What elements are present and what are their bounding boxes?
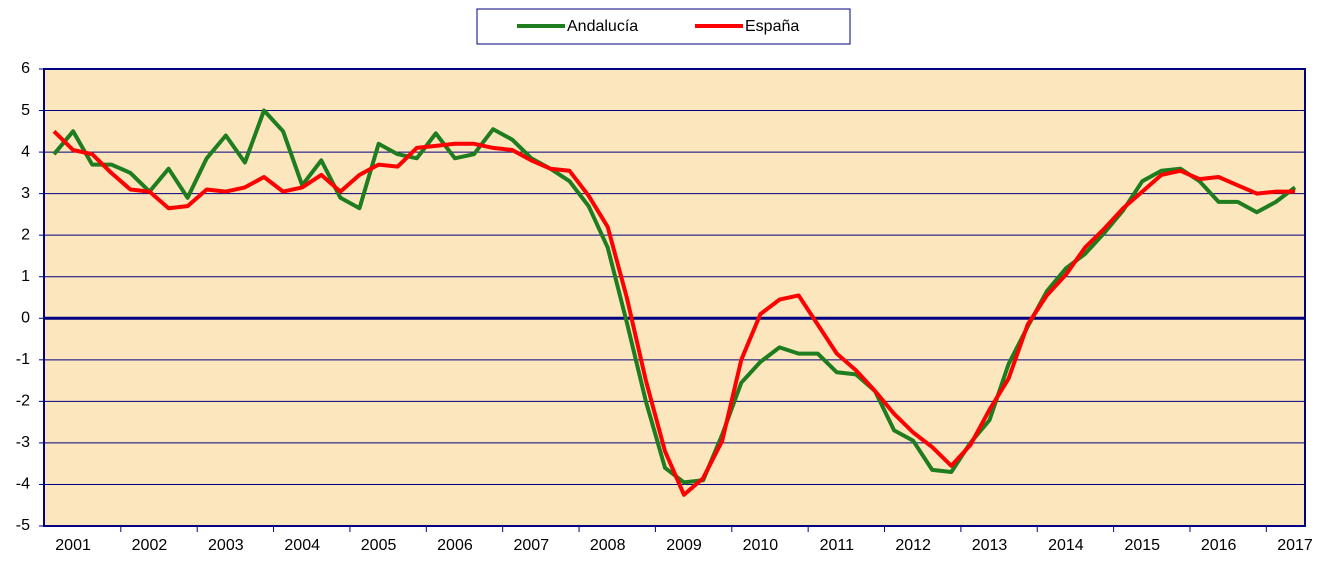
x-tick-label: 2011 [820,537,855,554]
x-tick-label: 2006 [437,537,473,554]
y-tick-label: 5 [21,102,30,119]
legend-label: España [745,18,799,35]
line-series [52,129,1295,497]
y-tick-label: -5 [16,517,30,534]
x-tick-label: 2015 [1124,537,1160,554]
x-tick-label: 2009 [666,537,702,554]
lines [52,108,1297,497]
grid [39,68,1305,532]
x-tick-label: 2014 [1048,537,1084,554]
y-tick-label: -2 [16,393,30,410]
legend-label: Andalucía [567,18,638,35]
legend-entries: Andalucía España [517,18,799,35]
y-tick-label: -3 [16,434,30,451]
x-tick-label: 2007 [514,537,550,554]
x-tick-label: 2005 [361,537,397,554]
y-tick-label: -1 [16,351,30,368]
y-tick-label: 3 [21,185,30,202]
x-tick-label: 2017 [1277,537,1313,554]
y-tick-label: 1 [21,268,30,285]
y-tick-label: 2 [21,226,30,243]
x-tick-label: 2016 [1201,537,1237,554]
y-tick-label: 6 [21,60,30,77]
x-tick-label: 2004 [284,537,320,554]
x-tick-label: 2008 [590,537,626,554]
x-tick-label: 2013 [972,537,1008,554]
x-tick-label: 2001 [55,537,91,554]
x-tick-label: 2002 [132,537,168,554]
labels: -5 -4 -3 -2 -1 0 1 2 3 4 5 6 2001 2002 2003 2004 2005 200… [16,60,1313,554]
x-tick-label: 2010 [743,537,779,554]
y-tick-label: 0 [21,309,30,326]
y-tick-label: -4 [16,476,30,493]
y-tick-label: 4 [21,143,30,160]
plot-area [43,68,1306,527]
x-tick-label: 2003 [208,537,244,554]
x-tick-label: 2012 [895,537,931,554]
